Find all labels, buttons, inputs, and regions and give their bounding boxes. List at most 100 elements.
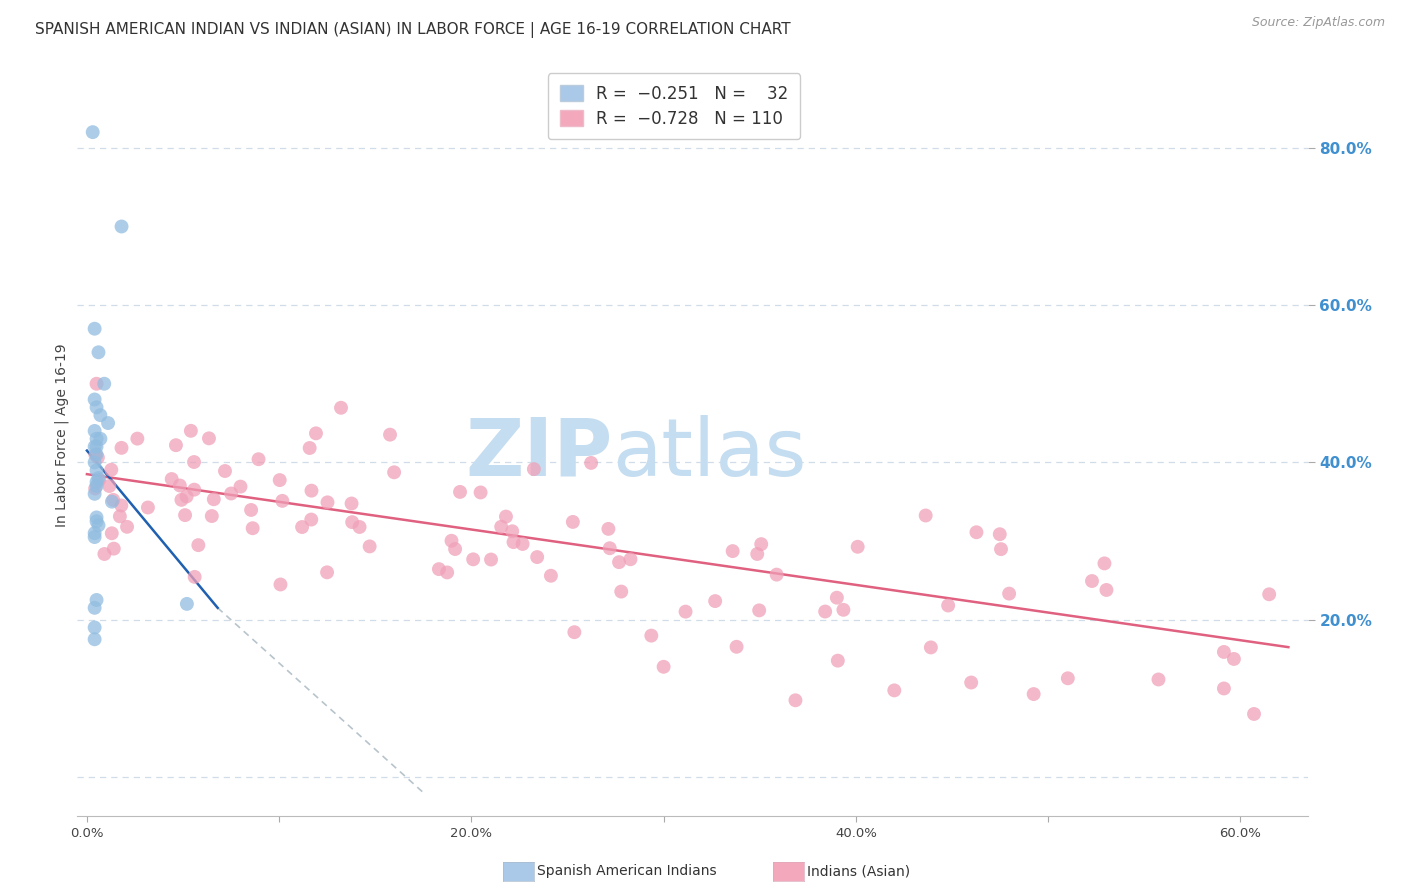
Point bbox=[564, 625, 586, 640]
Point bbox=[579, 456, 602, 470]
Point bbox=[84, 482, 107, 496]
Point bbox=[540, 568, 562, 582]
Point bbox=[83, 424, 105, 438]
Point bbox=[825, 591, 848, 605]
Point bbox=[765, 567, 787, 582]
Point bbox=[378, 427, 401, 442]
Point bbox=[219, 486, 242, 500]
Point bbox=[675, 605, 697, 619]
Point bbox=[86, 448, 108, 462]
Point bbox=[83, 600, 105, 615]
Point bbox=[502, 535, 524, 549]
Point bbox=[202, 492, 225, 507]
Point bbox=[83, 322, 105, 336]
Point bbox=[100, 463, 122, 477]
Point bbox=[101, 526, 124, 541]
Point bbox=[449, 484, 471, 499]
Point bbox=[610, 584, 633, 599]
Point bbox=[920, 640, 942, 655]
Point bbox=[87, 345, 110, 359]
Point bbox=[83, 620, 105, 634]
Point bbox=[89, 408, 111, 422]
Point bbox=[97, 416, 120, 430]
Point bbox=[785, 693, 807, 707]
Point bbox=[110, 441, 132, 455]
Point bbox=[240, 503, 263, 517]
Point bbox=[93, 376, 115, 391]
Point bbox=[470, 485, 492, 500]
Point bbox=[747, 547, 769, 561]
Point bbox=[561, 515, 583, 529]
Point bbox=[83, 455, 105, 469]
Text: Spanish American Indians: Spanish American Indians bbox=[537, 864, 717, 879]
Point bbox=[607, 555, 630, 569]
Point bbox=[479, 552, 502, 566]
Point bbox=[436, 566, 458, 580]
Point bbox=[183, 483, 205, 497]
Point bbox=[1095, 582, 1118, 597]
Point bbox=[598, 522, 620, 536]
Y-axis label: In Labor Force | Age 16-19: In Labor Force | Age 16-19 bbox=[55, 343, 69, 526]
Point bbox=[86, 475, 108, 489]
Point bbox=[198, 431, 221, 445]
Point bbox=[298, 441, 321, 455]
Point bbox=[269, 473, 291, 487]
Point bbox=[180, 424, 202, 438]
Point bbox=[214, 464, 236, 478]
Point bbox=[87, 450, 110, 465]
Point bbox=[444, 541, 467, 556]
Point bbox=[176, 597, 198, 611]
Point bbox=[176, 490, 198, 504]
Point bbox=[82, 125, 104, 139]
Point bbox=[83, 632, 105, 647]
Point bbox=[108, 509, 131, 524]
Point bbox=[271, 494, 294, 508]
Point bbox=[84, 448, 107, 462]
Point bbox=[305, 426, 328, 441]
Point bbox=[86, 376, 108, 391]
Point bbox=[291, 520, 314, 534]
Point bbox=[247, 452, 270, 467]
Text: ZIP: ZIP bbox=[465, 415, 613, 493]
Point bbox=[169, 478, 191, 492]
Point bbox=[299, 512, 322, 526]
Point bbox=[1258, 587, 1281, 601]
Point bbox=[86, 463, 108, 477]
Point bbox=[988, 527, 1011, 541]
Point bbox=[89, 473, 111, 487]
Point bbox=[83, 487, 105, 501]
Point bbox=[83, 526, 105, 541]
Point bbox=[1056, 671, 1078, 685]
Point bbox=[965, 525, 987, 540]
Point bbox=[427, 562, 450, 576]
Point bbox=[725, 640, 748, 654]
Point bbox=[652, 660, 675, 674]
Text: Indians (Asian): Indians (Asian) bbox=[807, 864, 910, 879]
Point bbox=[160, 472, 183, 486]
Point bbox=[86, 593, 108, 607]
Point bbox=[101, 494, 124, 508]
Legend: R =  −0.251   N =    32, R =  −0.728   N = 110: R = −0.251 N = 32, R = −0.728 N = 110 bbox=[548, 73, 800, 139]
Point bbox=[301, 483, 323, 498]
Point bbox=[110, 219, 132, 234]
Point bbox=[127, 432, 149, 446]
Point bbox=[526, 550, 548, 565]
Point bbox=[115, 520, 138, 534]
Point bbox=[86, 432, 108, 446]
Point bbox=[599, 541, 621, 556]
Point bbox=[998, 586, 1021, 600]
Point bbox=[349, 520, 371, 534]
Point bbox=[382, 465, 405, 479]
Point bbox=[523, 462, 546, 476]
Point bbox=[489, 520, 512, 534]
Point bbox=[103, 541, 125, 556]
Point bbox=[990, 542, 1012, 557]
Point bbox=[170, 492, 193, 507]
Point bbox=[832, 603, 855, 617]
Point bbox=[83, 392, 105, 407]
Point bbox=[93, 547, 115, 561]
Point bbox=[846, 540, 869, 554]
Point bbox=[359, 540, 381, 554]
Point bbox=[512, 537, 534, 551]
Point bbox=[136, 500, 159, 515]
